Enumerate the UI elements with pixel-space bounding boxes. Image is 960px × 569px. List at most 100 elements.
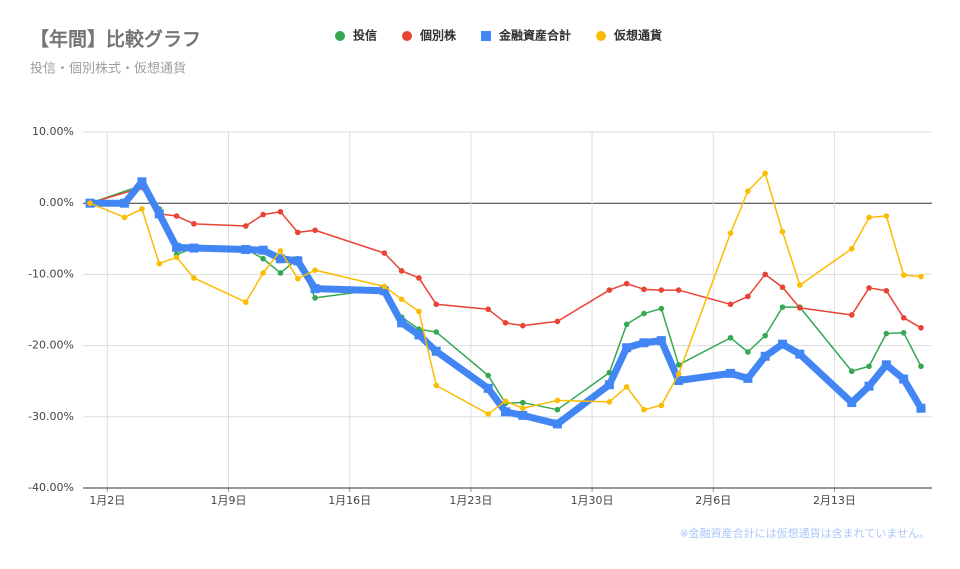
- point: [622, 343, 632, 353]
- point: [866, 214, 872, 221]
- point: [658, 402, 665, 409]
- point: [381, 283, 388, 290]
- point: [918, 363, 924, 370]
- point: [312, 295, 318, 301]
- point: [866, 285, 872, 291]
- point: [485, 306, 491, 313]
- legend-marker: [402, 31, 413, 41]
- point: [260, 270, 266, 276]
- point: [899, 374, 909, 384]
- y-tick-label: -30.00%: [28, 410, 74, 423]
- x-tick-label: 1月30日: [571, 494, 614, 507]
- point: [87, 200, 93, 206]
- point: [916, 403, 926, 413]
- point: [260, 211, 266, 218]
- point: [900, 315, 907, 321]
- x-tick-label: 1月2日: [89, 494, 125, 507]
- point: [433, 329, 440, 335]
- y-tick-label: -40.00%: [28, 481, 74, 494]
- legend-label: 仮想通貨: [613, 28, 662, 43]
- point: [414, 330, 424, 340]
- point: [120, 198, 130, 208]
- point: [483, 383, 493, 393]
- point: [848, 312, 855, 318]
- series-line: [89, 172, 922, 415]
- point: [431, 346, 441, 356]
- plot-area: [85, 170, 926, 429]
- point: [727, 334, 734, 341]
- x-tick-label: 2月13日: [813, 494, 856, 507]
- y-tick-label: -20.00%: [28, 339, 74, 352]
- point: [745, 293, 751, 300]
- point: [762, 332, 768, 339]
- point: [293, 256, 303, 266]
- point: [294, 229, 301, 236]
- point: [797, 282, 803, 288]
- point: [848, 245, 855, 252]
- point: [623, 280, 630, 287]
- point: [641, 406, 647, 413]
- legend-label: 投信: [353, 28, 377, 43]
- point: [520, 405, 526, 412]
- point: [485, 411, 491, 417]
- point: [779, 228, 786, 235]
- point: [310, 284, 320, 294]
- point: [675, 287, 682, 293]
- point: [243, 223, 249, 229]
- point: [416, 275, 422, 281]
- point: [398, 296, 405, 303]
- point: [154, 209, 164, 219]
- point: [675, 362, 682, 368]
- legend: 投信 個別株 金融資産合計 仮想通貨: [335, 28, 662, 43]
- point: [554, 406, 561, 413]
- point: [502, 320, 509, 326]
- point: [606, 287, 613, 293]
- legend-marker: [596, 31, 607, 41]
- point: [275, 254, 285, 264]
- point: [900, 272, 907, 278]
- point: [726, 368, 736, 378]
- legend-marker: [335, 31, 345, 41]
- legend-label: 個別株: [419, 28, 457, 43]
- x-tick-label: 2月6日: [695, 494, 731, 507]
- x-tick-label: 1月23日: [449, 494, 492, 507]
- x-tick-label: 1月16日: [328, 494, 371, 507]
- point: [381, 250, 388, 256]
- point: [554, 318, 561, 325]
- point: [433, 382, 440, 389]
- point: [918, 273, 924, 280]
- point: [260, 255, 266, 262]
- point: [606, 399, 613, 405]
- point: [552, 419, 562, 429]
- point: [743, 373, 753, 383]
- point: [883, 287, 890, 294]
- point: [520, 322, 526, 329]
- point: [604, 380, 614, 390]
- point: [398, 268, 405, 274]
- series-line: [89, 184, 922, 411]
- point: [121, 214, 128, 221]
- point: [762, 170, 768, 177]
- point: [883, 213, 890, 219]
- x-tick-label: 1月9日: [211, 494, 247, 507]
- point: [294, 275, 301, 282]
- chart-subtitle: 投信・個別株式・仮想通貨: [30, 61, 186, 77]
- point: [760, 351, 770, 361]
- point: [779, 304, 786, 310]
- point: [848, 368, 855, 375]
- point: [137, 177, 147, 187]
- point: [502, 398, 509, 404]
- point: [241, 244, 251, 254]
- point: [745, 188, 751, 194]
- point: [727, 230, 734, 236]
- point: [243, 299, 249, 305]
- point: [189, 243, 199, 253]
- legend-marker: [481, 31, 492, 41]
- point: [139, 206, 145, 212]
- point: [277, 248, 284, 254]
- point: [675, 371, 682, 377]
- point: [258, 245, 268, 255]
- point: [172, 242, 182, 252]
